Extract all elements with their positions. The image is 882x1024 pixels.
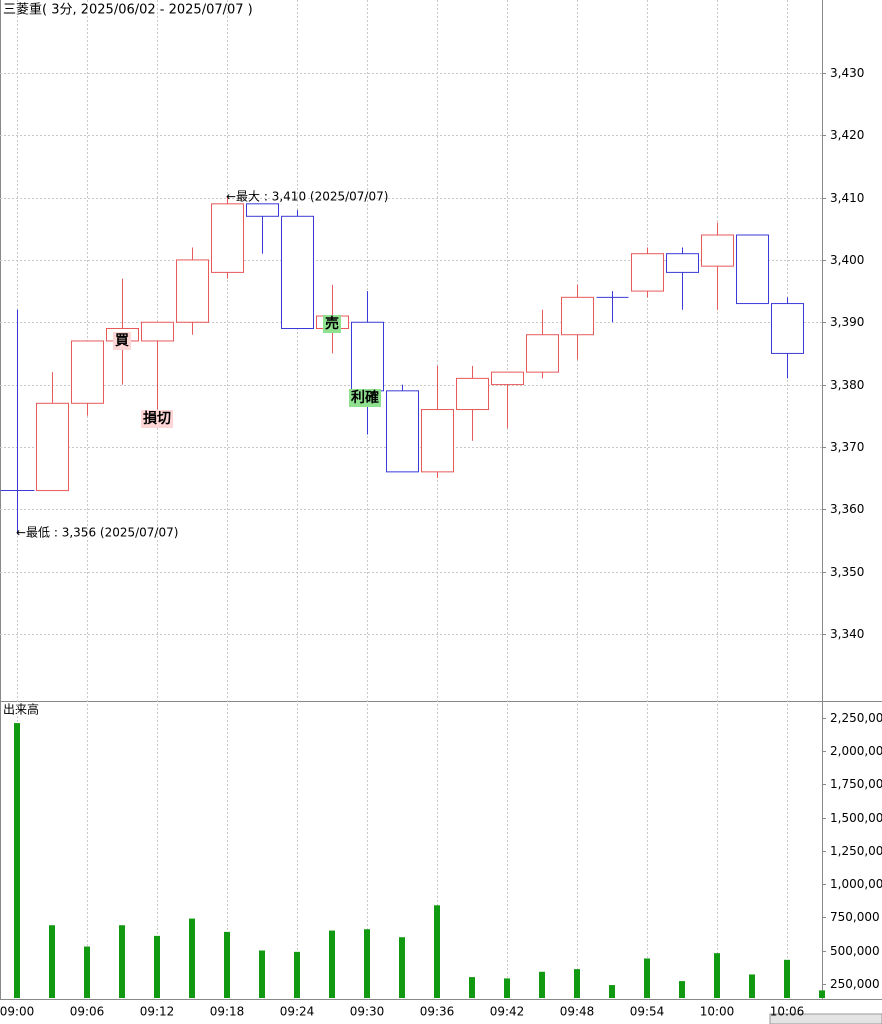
candle-body xyxy=(71,340,104,404)
volume-bar xyxy=(469,977,475,998)
y-tick-label: 3,410 xyxy=(830,191,864,205)
volume-bar xyxy=(84,946,90,998)
candle-body xyxy=(736,234,769,305)
y-tick-label: 500,000 xyxy=(830,944,880,958)
volume-bar xyxy=(14,723,20,998)
y-tick-label: 3,400 xyxy=(830,253,864,267)
candle-body xyxy=(36,402,69,492)
volume-bar xyxy=(259,950,265,998)
volume-bar xyxy=(504,978,510,998)
y-tick-label: 3,390 xyxy=(830,315,864,329)
extreme-annotation: ←最低 : 3,356 (2025/07/07) xyxy=(16,526,178,540)
x-tick-label: 09:36 xyxy=(420,1005,455,1019)
signal-background xyxy=(141,410,173,428)
y-tick-label: 3,340 xyxy=(830,627,864,641)
y-tick-label: 3,380 xyxy=(830,378,864,392)
candle-body xyxy=(351,321,384,392)
volume-bar xyxy=(679,981,685,998)
signal-background xyxy=(113,332,131,350)
signal-background xyxy=(349,389,381,407)
x-tick-label: 09:54 xyxy=(630,1005,665,1019)
candle-body xyxy=(666,253,699,273)
y-tick-label: 250,000 xyxy=(830,977,880,991)
candle-body xyxy=(631,253,664,292)
x-tick-label: 09:00 xyxy=(0,1005,34,1019)
x-tick-label: 09:12 xyxy=(140,1005,175,1019)
volume-bar xyxy=(49,925,55,998)
candle-body xyxy=(246,203,279,217)
candle-body xyxy=(281,215,314,329)
x-tick-label: 09:48 xyxy=(560,1005,595,1019)
volume-bar xyxy=(714,953,720,998)
y-tick-label: 1,750,000 xyxy=(830,777,882,791)
candle-body xyxy=(386,390,419,473)
candle-body xyxy=(701,234,734,267)
y-tick-label: 3,430 xyxy=(830,66,864,80)
candle-body xyxy=(456,377,489,411)
candle-body xyxy=(491,371,524,386)
candle-body xyxy=(421,409,454,473)
signal-label: 損切 xyxy=(143,410,171,427)
volume-bar xyxy=(539,971,545,998)
volume-bar xyxy=(364,929,370,998)
extreme-annotation: ←最大 : 3,410 (2025/07/07) xyxy=(226,190,388,204)
volume-bar xyxy=(434,905,440,998)
candle-body xyxy=(211,203,244,273)
volume-bar xyxy=(154,935,160,998)
y-tick-label: 750,000 xyxy=(830,910,880,924)
signal-background xyxy=(323,315,341,333)
volume-bar xyxy=(294,951,300,998)
x-tick-label: 09:42 xyxy=(490,1005,525,1019)
volume-bar xyxy=(189,918,195,998)
candle-body xyxy=(176,259,209,323)
volume-bar xyxy=(574,969,580,998)
x-tick-label: 09:24 xyxy=(280,1005,315,1019)
volume-bar xyxy=(644,958,650,998)
x-tick-label: 09:18 xyxy=(210,1005,245,1019)
x-tick-label: 09:30 xyxy=(350,1005,385,1019)
scrollbar[interactable] xyxy=(769,1013,882,1024)
y-tick-label: 1,250,000 xyxy=(830,844,882,858)
x-tick-label: 10:06 xyxy=(770,1005,805,1019)
x-tick-label: 10:00 xyxy=(700,1005,735,1019)
y-tick-label: 3,420 xyxy=(830,128,864,142)
y-tick-label: 1,500,000 xyxy=(830,811,882,825)
volume-bar xyxy=(329,930,335,998)
signal-label: 利確 xyxy=(351,389,379,406)
candle-body xyxy=(526,334,559,373)
candle-body xyxy=(561,296,594,336)
y-tick-label: 2,250,000 xyxy=(830,711,882,725)
x-tick-label: 09:06 xyxy=(70,1005,105,1019)
volume-bar xyxy=(119,925,125,998)
y-tick-label: 2,000,000 xyxy=(830,744,882,758)
y-tick-label: 3,360 xyxy=(830,502,864,516)
candle-body xyxy=(141,321,174,342)
volume-bar xyxy=(749,974,755,998)
y-tick-label: 1,000,000 xyxy=(830,877,882,891)
y-tick-label: 3,370 xyxy=(830,440,864,454)
volume-title: 出来高 xyxy=(3,702,39,717)
signal-label: 買 xyxy=(115,333,130,349)
chart-title: 三菱重( 3分, 2025/06/02 - 2025/07/07 ) xyxy=(3,2,253,18)
signal-label: 売 xyxy=(325,315,339,332)
volume-bar xyxy=(224,931,230,998)
y-tick-label: 3,350 xyxy=(830,565,864,579)
volume-bar xyxy=(399,937,405,998)
volume-bar xyxy=(609,985,615,998)
candle-body xyxy=(771,303,804,354)
volume-bar xyxy=(819,990,825,998)
volume-bar xyxy=(784,959,790,998)
